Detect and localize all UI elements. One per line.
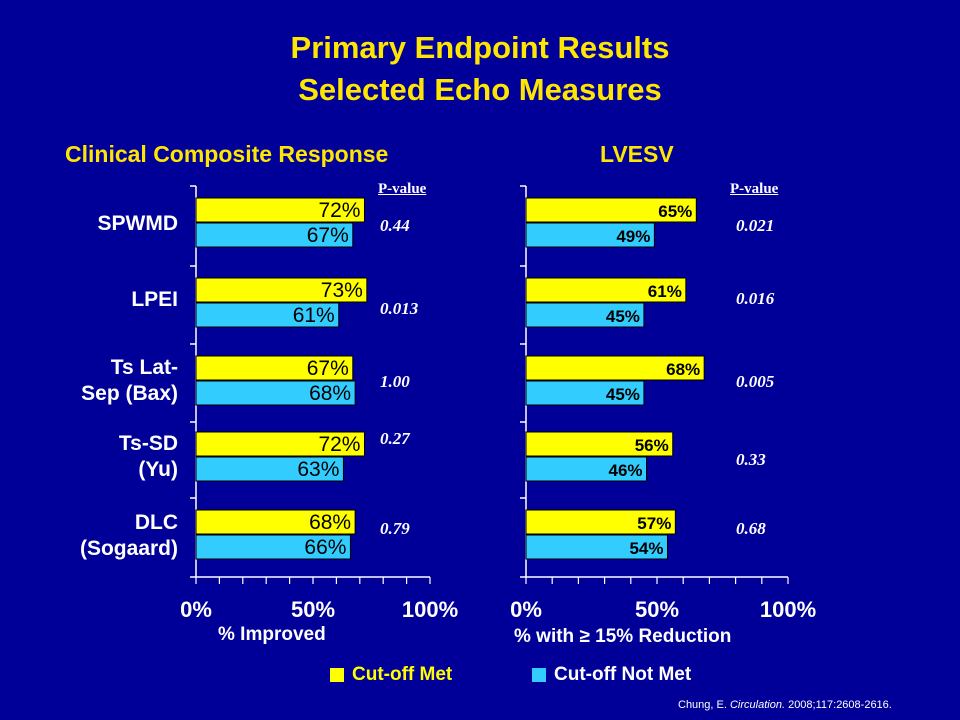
- bar-value-label: 72%: [318, 199, 360, 222]
- bar-value-label: 45%: [606, 307, 640, 326]
- category-label-line: DLC: [134, 511, 178, 534]
- bar-cut-off-met: [525, 277, 687, 303]
- bar-value-label: 72%: [318, 433, 360, 456]
- legend-item-not-met: Cut-off Not Met: [532, 664, 691, 686]
- bar-cut-off-not-met: [195, 456, 344, 482]
- x-tick-label: 0%: [180, 597, 212, 622]
- bar-value-label: 61%: [293, 304, 335, 327]
- category-label: Ts Lat- Sep (Bax): [81, 355, 178, 407]
- right-x-axis-label: % with ≥ 15% Reduction: [514, 626, 732, 647]
- legend-label-met: Cut-off Met: [352, 664, 453, 685]
- bar-cut-off-not-met: [195, 222, 354, 248]
- bar-value-label: 63%: [297, 458, 339, 481]
- p-value: 0.013: [380, 299, 419, 318]
- right-pvalue-header: P-value: [730, 181, 779, 197]
- bar-cut-off-met: [195, 509, 356, 535]
- bar-value-label: 45%: [606, 385, 640, 404]
- bar-value-label: 61%: [648, 282, 682, 301]
- x-tick-label: 0%: [510, 597, 542, 622]
- bar-cut-off-met: [525, 431, 674, 457]
- bar-value-label: 73%: [321, 279, 363, 302]
- bar-value-label: 68%: [666, 360, 700, 379]
- bar-value-label: 57%: [637, 514, 671, 533]
- left-pvalue-header: P-value: [378, 181, 427, 197]
- category-label: Ts-SD (Yu): [119, 431, 178, 483]
- bar-cut-off-met: [525, 197, 697, 223]
- bar-cut-off-not-met: [195, 302, 340, 328]
- bar-value-label: 67%: [307, 224, 349, 247]
- right-chart-title: LVESV: [600, 141, 674, 167]
- category-label: DLC (Sogaard): [80, 510, 178, 562]
- x-tick-label: 100%: [402, 597, 458, 622]
- p-value: 0.005: [736, 372, 775, 391]
- bar-cut-off-not-met: [195, 534, 351, 560]
- legend-swatch-not-met: [532, 668, 546, 682]
- legend-item-met: Cut-off Met: [330, 664, 452, 686]
- category-label-line: Ts Lat-: [110, 356, 178, 379]
- bar-value-label: 56%: [635, 436, 669, 455]
- category-label-line: LPEI: [131, 288, 178, 311]
- category-label-line: (Yu): [138, 458, 178, 481]
- bar-value-label: 54%: [629, 539, 663, 558]
- bar-cut-off-met: [195, 197, 365, 223]
- bar-value-label: 46%: [608, 461, 642, 480]
- bar-cut-off-met: [195, 355, 354, 381]
- x-tick-label: 50%: [291, 597, 335, 622]
- p-value: 0.33: [736, 450, 766, 469]
- category-label-line: Ts-SD: [118, 432, 178, 455]
- bar-value-label: 68%: [309, 511, 351, 534]
- category-label-line: (Sogaard): [79, 537, 178, 560]
- category-label-line: SPWMD: [97, 212, 179, 235]
- p-value: 0.79: [380, 519, 410, 538]
- bar-cut-off-met: [525, 355, 705, 381]
- p-value: 0.27: [380, 429, 410, 448]
- page-subtitle: Selected Echo Measures: [298, 72, 662, 107]
- legend-label-not-met: Cut-off Not Met: [554, 664, 692, 685]
- bar-value-label: 49%: [616, 227, 650, 246]
- category-label: SPWMD: [98, 211, 179, 237]
- category-label: LPEI: [131, 287, 178, 313]
- p-value: 0.68: [736, 519, 766, 538]
- bar-cut-off-met: [525, 509, 676, 535]
- x-tick-label: 50%: [635, 597, 679, 622]
- bar-cut-off-met: [195, 277, 368, 303]
- page-title: Primary Endpoint Results: [290, 30, 670, 65]
- bar-cut-off-not-met: [195, 380, 356, 406]
- bar-value-label: 67%: [307, 357, 349, 380]
- p-value: 1.00: [380, 372, 410, 391]
- p-value: 0.44: [380, 216, 410, 235]
- p-value: 0.021: [736, 216, 775, 235]
- bar-cut-off-not-met: [525, 302, 645, 328]
- p-value: 0.016: [736, 289, 775, 308]
- bar-value-label: 68%: [309, 382, 351, 405]
- bar-cut-off-met: [195, 431, 365, 457]
- bar-cut-off-not-met: [525, 380, 645, 406]
- bar-value-label: 66%: [304, 536, 346, 559]
- left-x-axis-label: % Improved: [218, 624, 326, 645]
- legend-swatch-met: [330, 668, 344, 682]
- category-label-line: Sep (Bax): [81, 382, 178, 405]
- bar-cut-off-not-met: [525, 534, 668, 560]
- citation: Chung, E. Circulation. 2008;117:2608-261…: [678, 699, 892, 711]
- bar-cut-off-not-met: [525, 222, 655, 248]
- bar-cut-off-not-met: [525, 456, 648, 482]
- bar-value-label: 65%: [658, 202, 692, 221]
- left-chart-title: Clinical Composite Response: [65, 141, 389, 167]
- x-tick-label: 100%: [760, 597, 816, 622]
